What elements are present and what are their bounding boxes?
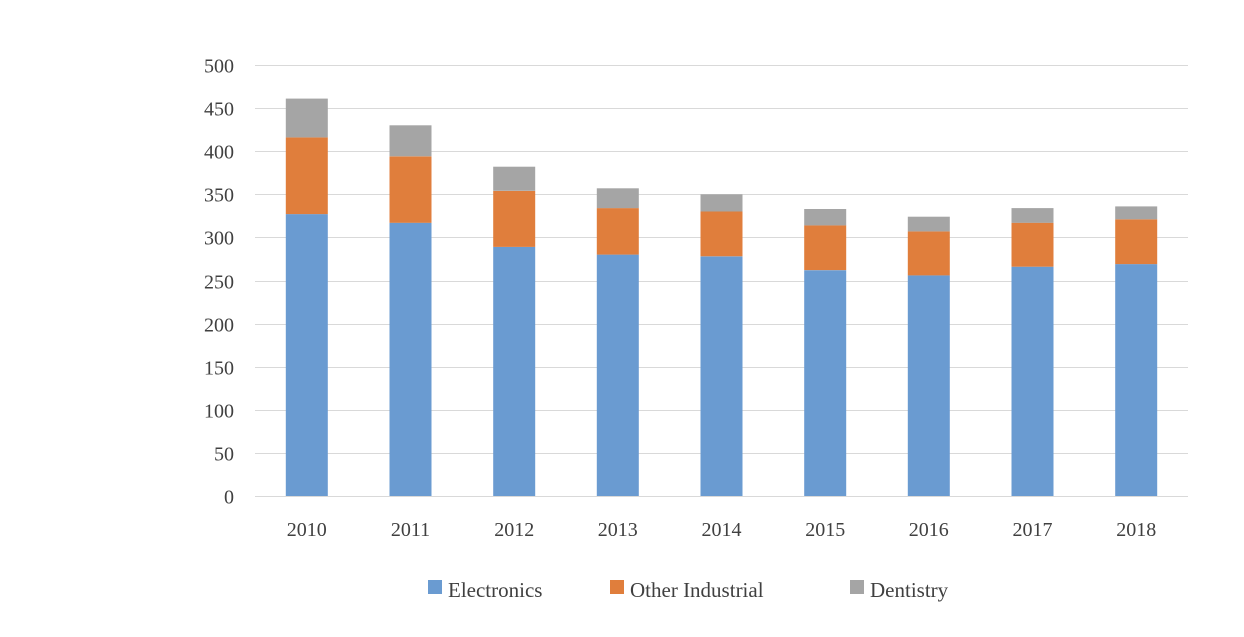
bar-other-industrial-2017 xyxy=(1011,222,1054,267)
bars xyxy=(285,98,1158,496)
legend: Electronics Other Industrial Dentistry xyxy=(428,578,949,602)
x-axis: 2010 2011 2012 2013 2014 2015 2016 2017 2018 xyxy=(287,519,1156,541)
x-tick-label: 2010 xyxy=(287,519,327,541)
bar-other-industrial-2014 xyxy=(700,211,743,257)
bar-electronics-2017 xyxy=(1011,266,1054,496)
bar-other-industrial-2010 xyxy=(285,137,328,215)
bar-other-industrial-2018 xyxy=(1115,219,1158,265)
bar-electronics-2011 xyxy=(389,222,432,496)
legend-item-other-industrial: Other Industrial xyxy=(610,578,764,602)
x-tick-label: 2013 xyxy=(598,519,638,541)
y-tick-label: 150 xyxy=(204,358,234,380)
bar-electronics-2014 xyxy=(700,256,743,496)
y-tick-label: 400 xyxy=(204,142,234,164)
bar-electronics-2018 xyxy=(1115,264,1158,496)
y-tick-label: 200 xyxy=(204,315,234,337)
legend-label: Dentistry xyxy=(870,578,949,602)
legend-item-dentistry: Dentistry xyxy=(850,578,949,602)
bar-dentistry-2011 xyxy=(389,125,432,157)
bar-electronics-2013 xyxy=(596,254,639,496)
x-tick-label: 2016 xyxy=(909,519,949,541)
bar-other-industrial-2016 xyxy=(907,231,950,276)
bar-dentistry-2010 xyxy=(285,98,328,138)
bar-other-industrial-2015 xyxy=(804,225,847,271)
bar-dentistry-2015 xyxy=(804,209,847,226)
x-tick-label: 2017 xyxy=(1013,519,1053,541)
bar-other-industrial-2011 xyxy=(389,156,432,223)
bar-electronics-2015 xyxy=(804,270,847,496)
x-tick-label: 2014 xyxy=(702,519,742,541)
legend-label: Electronics xyxy=(448,578,542,602)
legend-swatch xyxy=(428,580,442,594)
y-tick-label: 100 xyxy=(204,401,234,423)
y-axis: 0 50 100 150 200 250 300 350 400 450 500 xyxy=(204,56,234,509)
bar-electronics-2016 xyxy=(907,275,950,496)
x-tick-label: 2012 xyxy=(494,519,534,541)
legend-swatch xyxy=(850,580,864,594)
bar-dentistry-2013 xyxy=(596,188,639,209)
y-tick-label: 450 xyxy=(204,99,234,121)
bar-dentistry-2014 xyxy=(700,194,743,212)
bar-other-industrial-2013 xyxy=(596,208,639,255)
legend-item-electronics: Electronics xyxy=(428,578,542,602)
legend-swatch xyxy=(610,580,624,594)
bar-dentistry-2016 xyxy=(907,216,950,232)
bar-dentistry-2017 xyxy=(1011,208,1054,223)
bar-dentistry-2018 xyxy=(1115,206,1158,220)
bar-dentistry-2012 xyxy=(493,166,536,191)
y-tick-label: 50 xyxy=(214,444,234,466)
x-tick-label: 2015 xyxy=(805,519,845,541)
y-tick-label: 350 xyxy=(204,185,234,207)
bar-other-industrial-2012 xyxy=(493,190,536,247)
bar-electronics-2012 xyxy=(493,246,536,496)
y-tick-label: 250 xyxy=(204,272,234,294)
y-tick-label: 300 xyxy=(204,228,234,250)
y-tick-label: 0 xyxy=(224,487,234,509)
bar-electronics-2010 xyxy=(285,214,328,496)
y-tick-label: 500 xyxy=(204,56,234,78)
x-tick-label: 2011 xyxy=(391,519,430,541)
legend-label: Other Industrial xyxy=(630,578,764,602)
x-tick-label: 2018 xyxy=(1116,519,1156,541)
